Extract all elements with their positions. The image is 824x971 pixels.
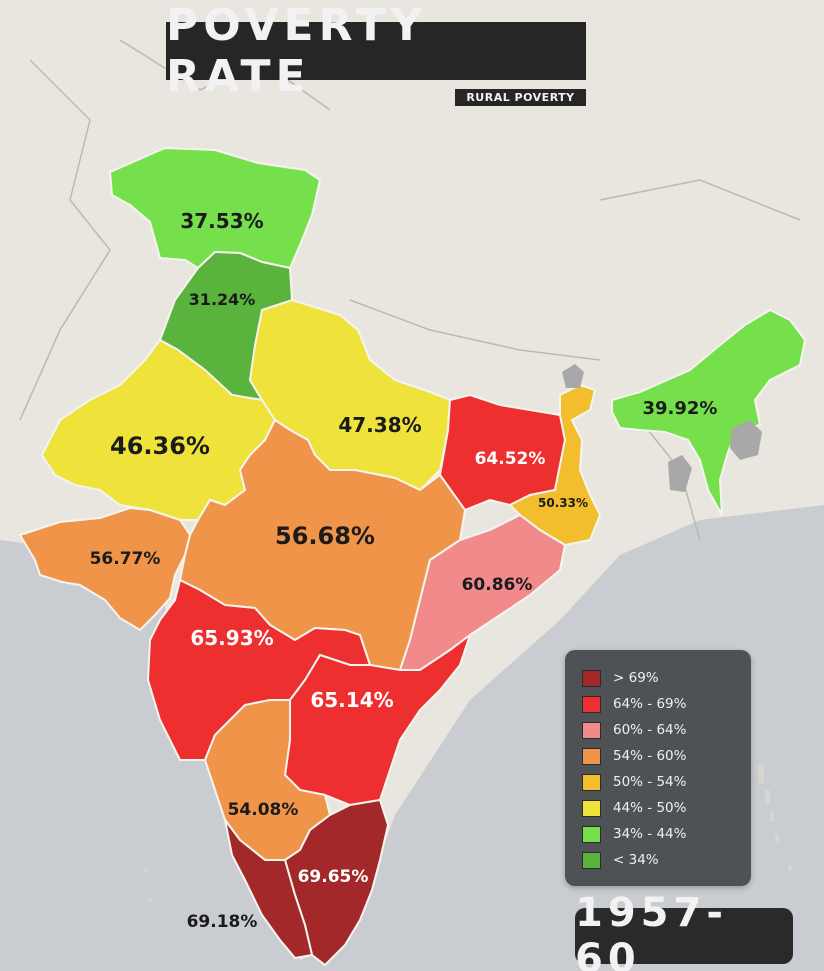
region-nodata-sikkim <box>562 364 584 388</box>
label-madhya-pradesh: 56.68% <box>275 522 375 550</box>
map-title: POVERTY RATE <box>166 0 428 102</box>
region-west-bengal <box>508 383 602 547</box>
legend-label: 34% - 44% <box>613 826 687 842</box>
legend-label: > 69% <box>613 670 659 686</box>
legend-label: 44% - 50% <box>613 800 687 816</box>
legend-panel: > 69% 64% - 69% 60% - 64% 54% - 60% 50% … <box>565 650 751 886</box>
region-kerala <box>224 819 314 960</box>
legend-swatch <box>582 825 601 843</box>
label-madras: 69.65% <box>298 867 369 887</box>
label-assam: 39.92% <box>643 398 718 419</box>
islands <box>144 765 792 902</box>
region-nodata-manipur <box>730 420 762 460</box>
legend-item: 60% - 64% <box>582 720 686 740</box>
label-jammu-kashmir: 37.53% <box>180 209 263 233</box>
region-gujarat <box>18 506 192 632</box>
legend-item: > 69% <box>582 668 659 688</box>
title-banner: POVERTY RATE <box>166 0 586 102</box>
label-kerala: 69.18% <box>187 912 258 932</box>
label-uttar-pradesh: 47.38% <box>338 413 421 437</box>
legend-label: 54% - 60% <box>613 748 687 764</box>
label-orissa: 60.86% <box>462 575 533 595</box>
label-gujarat: 56.77% <box>90 549 161 569</box>
legend-label: < 34% <box>613 852 659 868</box>
label-mysore: 54.08% <box>228 800 299 820</box>
legend-item: < 34% <box>582 850 659 870</box>
legend-item: 64% - 69% <box>582 694 686 714</box>
legend-swatch <box>582 695 601 713</box>
region-nodata-tripura <box>668 455 692 492</box>
legend-swatch <box>582 669 601 687</box>
legend-item: 50% - 54% <box>582 772 686 792</box>
label-rajasthan: 46.36% <box>110 432 210 460</box>
region-orissa <box>398 513 567 671</box>
year-label: 1957-60 <box>575 890 728 971</box>
legend-label: 60% - 64% <box>613 722 687 738</box>
year-badge: 1957-60 <box>575 890 793 971</box>
legend-swatch <box>582 721 601 739</box>
region-jammu-kashmir <box>108 146 322 270</box>
legend-swatch <box>582 747 601 765</box>
legend-swatch <box>582 799 601 817</box>
legend-swatch <box>582 773 601 791</box>
legend-swatch <box>582 851 601 869</box>
label-punjab: 31.24% <box>189 290 256 309</box>
label-andhra-pradesh: 65.14% <box>310 688 393 712</box>
legend-label: 64% - 69% <box>613 696 687 712</box>
legend-label: 50% - 54% <box>613 774 687 790</box>
map-subtitle: RURAL POVERTY <box>466 91 575 104</box>
legend-item: 34% - 44% <box>582 824 686 844</box>
label-west-bengal: 50.33% <box>538 496 588 510</box>
legend-item: 44% - 50% <box>582 798 686 818</box>
subtitle-banner: RURAL POVERTY <box>455 89 586 106</box>
label-bihar: 64.52% <box>475 449 546 469</box>
legend-item: 54% - 60% <box>582 746 686 766</box>
label-maharashtra: 65.93% <box>190 626 273 650</box>
